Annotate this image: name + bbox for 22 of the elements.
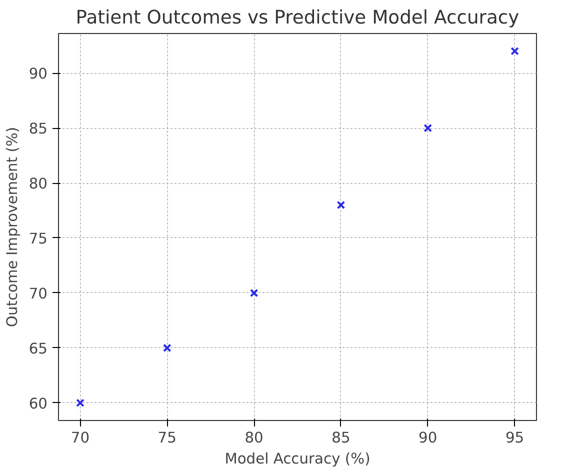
y-axis-title: Outcome Improvement (%) xyxy=(4,126,21,328)
x-axis-title: Model Accuracy (%) xyxy=(224,450,370,468)
point xyxy=(250,288,258,298)
x-tick-label: 90 xyxy=(418,430,438,446)
y-tick-label: 70 xyxy=(28,285,48,302)
point xyxy=(336,200,346,210)
y-tick-label: 65 xyxy=(28,340,48,358)
y-tick-label: 90 xyxy=(28,66,48,83)
point xyxy=(76,398,84,408)
x-tick-label: 85 xyxy=(332,430,350,446)
y-tick-label: 85 xyxy=(28,120,48,138)
x-tick-label: 70 xyxy=(70,430,90,446)
point xyxy=(510,46,519,56)
y-tick-label: 60 xyxy=(28,395,48,412)
y-tick-label: 80 xyxy=(28,176,48,193)
x-tick-label: 80 xyxy=(244,430,264,446)
point xyxy=(162,344,172,352)
x-tick-label: 95 xyxy=(505,430,524,446)
x-tick-label: 75 xyxy=(158,430,176,446)
y-tick-label: 75 xyxy=(28,230,48,248)
chart-title: Patient Outcomes vs Predictive Model Accuracy xyxy=(76,8,520,28)
point xyxy=(424,124,432,132)
